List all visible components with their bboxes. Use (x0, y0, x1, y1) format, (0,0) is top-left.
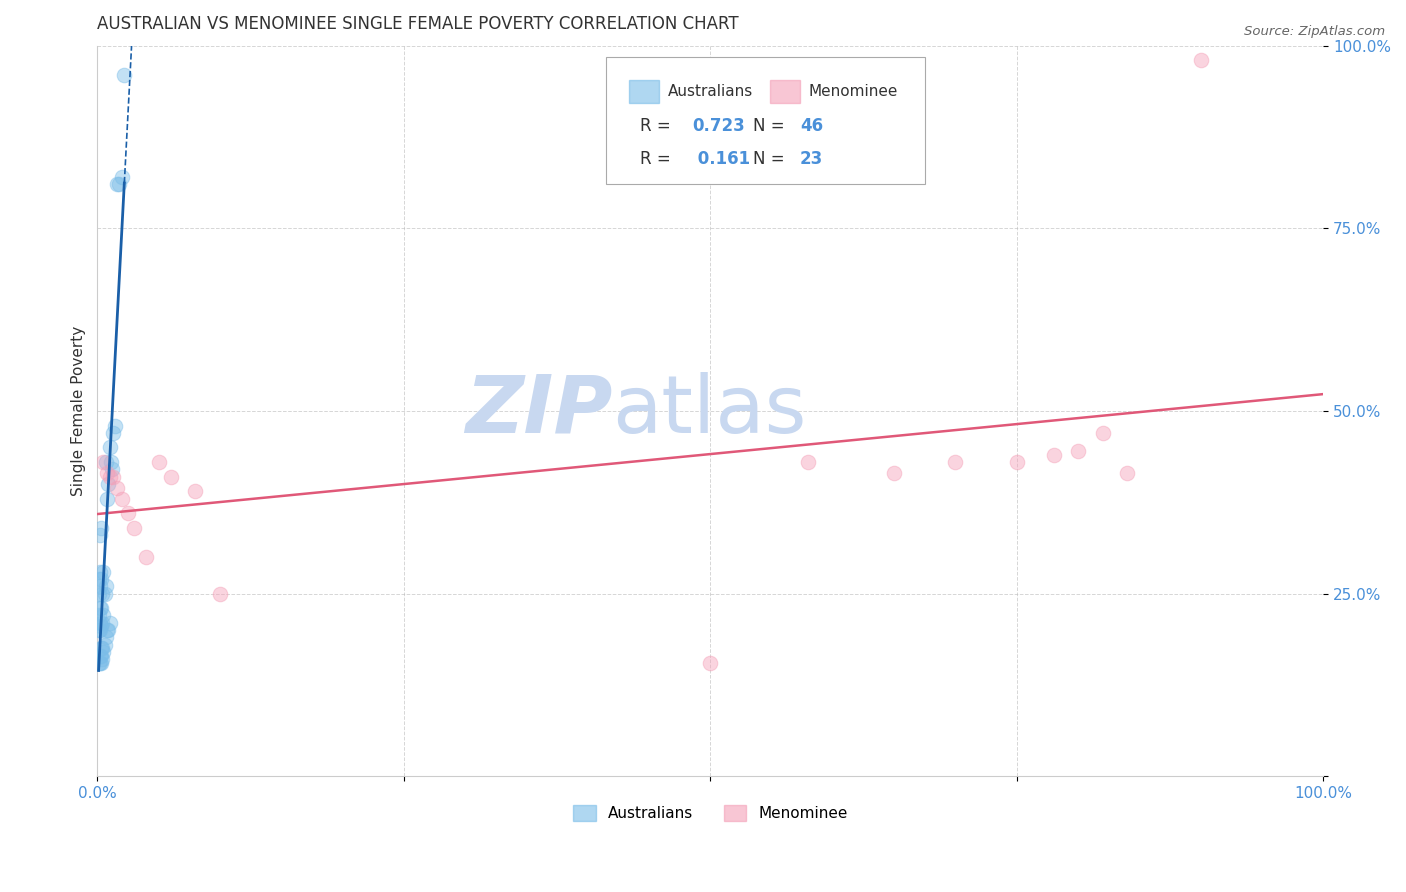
Point (945, 455, 967, 469)
Point (89, 601, 111, 615)
Point (91, 615, 114, 630)
Point (148, 455, 170, 469)
Point (87, 656, 110, 670)
Point (89, 565, 111, 579)
Point (87, 608, 110, 623)
Point (93, 638, 115, 652)
Text: Source: ZipAtlas.com: Source: ZipAtlas.com (1244, 25, 1385, 38)
Text: N =: N = (754, 150, 790, 168)
Point (89, 656, 111, 670)
Point (112, 68, 135, 82)
Point (96, 466, 118, 480)
Text: atlas: atlas (612, 372, 807, 450)
Point (100, 455, 122, 469)
Text: Menominee: Menominee (808, 84, 898, 99)
Point (101, 462, 124, 476)
Point (93, 608, 115, 623)
Text: N =: N = (754, 117, 790, 135)
Point (93, 586, 115, 600)
Text: R =: R = (641, 117, 676, 135)
Point (90, 601, 112, 615)
Point (797, 455, 820, 469)
Point (1042, 448, 1064, 462)
Point (699, 656, 721, 670)
Point (91, 652, 114, 666)
Point (89, 623, 111, 637)
Point (1116, 466, 1139, 480)
Point (93, 565, 115, 579)
Point (1067, 444, 1090, 458)
Text: 0.161: 0.161 (692, 150, 749, 168)
Point (94, 455, 117, 469)
Point (89, 615, 111, 630)
Point (93, 645, 115, 659)
Y-axis label: Single Female Poverty: Single Female Poverty (72, 326, 86, 496)
Point (90, 521, 112, 535)
Point (122, 521, 145, 535)
Point (94, 631, 117, 645)
Point (89, 579, 111, 593)
Point (111, 491, 134, 506)
Point (91, 641, 114, 656)
Text: 23: 23 (800, 150, 823, 168)
Text: 0.723: 0.723 (692, 117, 745, 135)
Point (135, 549, 157, 564)
Point (160, 469, 183, 483)
Point (117, 506, 139, 520)
Point (98, 615, 121, 630)
Text: ZIP: ZIP (465, 372, 612, 450)
Point (97, 623, 120, 637)
Point (103, 425, 125, 440)
Point (90, 648, 112, 663)
Point (89, 648, 111, 663)
Text: 46: 46 (800, 117, 823, 135)
Point (103, 418, 125, 433)
Point (96, 623, 118, 637)
Point (105, 178, 128, 192)
Point (184, 484, 207, 499)
Point (90, 572, 112, 586)
Point (90, 656, 112, 670)
Point (90, 641, 112, 656)
Point (98, 469, 121, 483)
Point (883, 466, 905, 480)
Point (103, 469, 125, 483)
Point (1091, 425, 1114, 440)
Point (87, 572, 110, 586)
Point (89, 528, 111, 542)
Point (1189, 54, 1212, 68)
Point (111, 170, 134, 185)
Point (208, 586, 231, 600)
Point (87, 586, 110, 600)
Text: R =: R = (641, 150, 676, 168)
Text: AUSTRALIAN VS MENOMINEE SINGLE FEMALE POVERTY CORRELATION CHART: AUSTRALIAN VS MENOMINEE SINGLE FEMALE PO… (97, 15, 740, 33)
Point (98, 441, 121, 455)
Point (90, 619, 112, 633)
Legend: Australians, Menominee: Australians, Menominee (567, 798, 855, 827)
Point (94, 579, 117, 593)
Point (97, 477, 120, 491)
Text: Australians: Australians (668, 84, 752, 99)
Point (105, 481, 128, 495)
Point (91, 586, 114, 600)
Point (87, 623, 110, 637)
Point (108, 178, 131, 192)
FancyBboxPatch shape (606, 56, 925, 185)
Point (96, 491, 118, 506)
FancyBboxPatch shape (630, 80, 659, 103)
FancyBboxPatch shape (770, 80, 800, 103)
Point (1005, 455, 1028, 469)
Point (93, 455, 115, 469)
